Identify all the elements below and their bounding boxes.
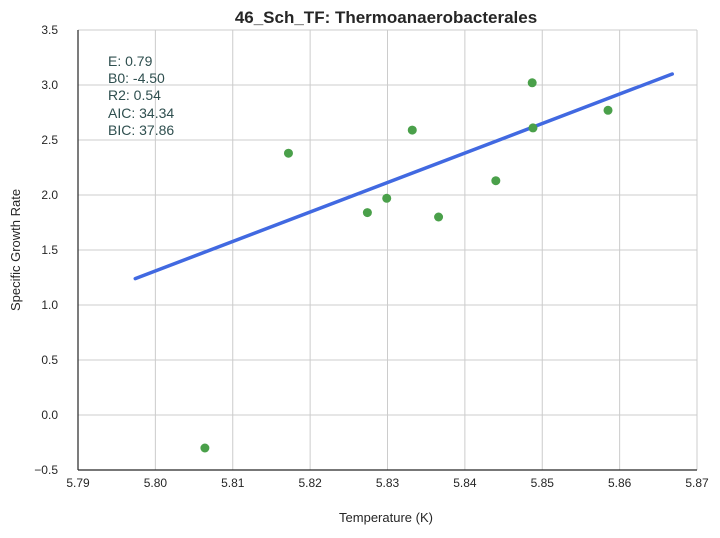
data-point — [434, 212, 444, 222]
y-tick-label: 2.5 — [41, 133, 58, 147]
data-point — [603, 105, 613, 115]
stat-aic: AIC: 34.34 — [108, 105, 174, 121]
fit-line-group — [133, 72, 674, 281]
x-tick-label: 5.79 — [66, 476, 90, 490]
data-points — [200, 78, 613, 453]
chart-title: 46_Sch_TF: Thermoanaerobacterales — [235, 8, 537, 27]
stats-annotation: E: 0.79 B0: -4.50 R2: 0.54 AIC: 34.34 BI… — [108, 53, 174, 138]
x-tick-label: 5.83 — [376, 476, 400, 490]
data-point — [491, 176, 501, 186]
x-axis-label: Temperature (K) — [339, 510, 433, 525]
stat-bic: BIC: 37.86 — [108, 122, 174, 138]
x-tick-label: 5.81 — [221, 476, 245, 490]
y-tick-label: 3.5 — [41, 23, 58, 37]
y-tick-label: 0.5 — [41, 353, 58, 367]
data-point — [283, 148, 293, 158]
axes — [77, 30, 697, 471]
y-tick-label: −0.5 — [34, 463, 58, 477]
x-tick-labels: 5.79 5.80 5.81 5.82 5.83 5.84 5.85 5.86 5.87 — [66, 476, 709, 490]
data-point — [362, 208, 372, 218]
x-tick-label: 5.86 — [608, 476, 632, 490]
stat-r2: R2: 0.54 — [108, 87, 161, 103]
y-axis-label: Specific Growth Rate — [8, 189, 23, 311]
data-point — [528, 123, 538, 133]
data-point — [527, 78, 537, 88]
stat-energy: E: 0.79 — [108, 53, 153, 69]
y-tick-label: 0.0 — [41, 408, 58, 422]
y-tick-label: 1.0 — [41, 298, 58, 312]
fit-line — [133, 72, 674, 281]
data-point — [382, 193, 392, 203]
y-tick-label: 3.0 — [41, 78, 58, 92]
y-tick-labels: −0.5 0.0 0.5 1.0 1.5 2.0 2.5 3.0 3.5 — [34, 23, 58, 477]
x-tick-label: 5.82 — [298, 476, 322, 490]
y-tick-label: 2.0 — [41, 188, 58, 202]
x-tick-label: 5.87 — [685, 476, 709, 490]
data-point — [200, 443, 210, 453]
data-point — [407, 125, 417, 135]
y-tick-label: 1.5 — [41, 243, 58, 257]
stat-b0: B0: -4.50 — [108, 70, 165, 86]
x-tick-label: 5.85 — [531, 476, 555, 490]
grid — [77, 29, 698, 471]
x-tick-label: 5.80 — [144, 476, 168, 490]
x-tick-label: 5.84 — [453, 476, 477, 490]
